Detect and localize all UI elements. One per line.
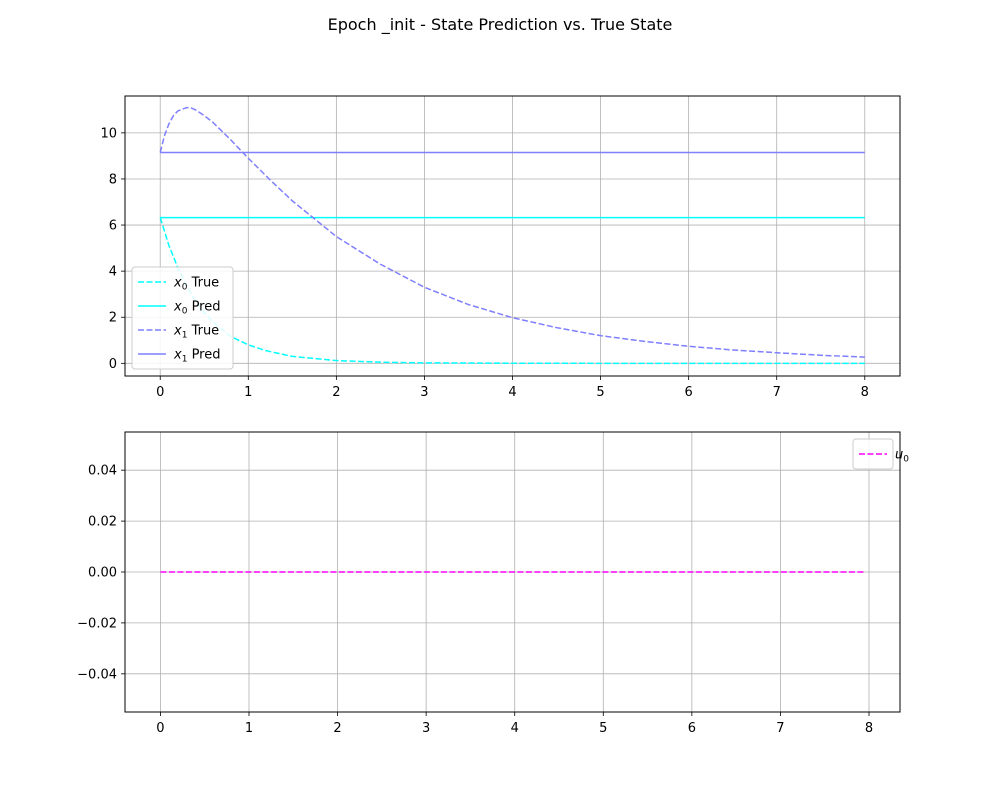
y-tick-label: 0.04 [88, 464, 117, 479]
state-axes: 0 1 2 3 4 5 6 7 8 0 2 4 6 8 10 x0 True x0 Pred x1 True x1… [100, 95, 901, 400]
x-tick-label: 8 [861, 385, 869, 400]
state-legend: x0 True x0 Pred x1 True x1 Pred [131, 266, 234, 370]
x-tick-label: 6 [688, 721, 696, 736]
figure-title: Epoch _init - State Prediction vs. True … [328, 15, 673, 35]
y-tick-label: 0.02 [88, 515, 117, 530]
x-tick-label: 7 [773, 385, 781, 400]
x-tick-label: 7 [776, 721, 784, 736]
y-tick-label: 2 [109, 311, 117, 326]
x-tick-label: 4 [508, 385, 516, 400]
x-tick-label: 6 [684, 385, 692, 400]
x-tick-label: 0 [156, 385, 164, 400]
state-ticks: 0 1 2 3 4 5 6 7 8 0 2 4 6 8 10 [100, 126, 868, 400]
x-tick-label: 5 [596, 385, 604, 400]
y-tick-label: −0.04 [77, 667, 117, 682]
legend-entry: x1 Pred [173, 348, 221, 365]
y-tick-label: 8 [109, 172, 117, 187]
y-tick-label: 0 [109, 357, 117, 372]
y-tick-label: 4 [109, 265, 117, 280]
x-tick-label: 4 [511, 721, 519, 736]
legend-entry: x1 True [173, 324, 219, 341]
y-tick-label: 0.00 [88, 566, 117, 581]
x-tick-label: 0 [156, 721, 164, 736]
y-tick-label: −0.02 [77, 616, 117, 631]
x-tick-label: 1 [245, 721, 253, 736]
series-line-x1true [159, 106, 865, 358]
y-tick-label: 6 [109, 219, 117, 234]
legend-entry: x0 True [173, 276, 219, 293]
x-tick-label: 2 [333, 721, 341, 736]
legend-entry: u0 [895, 448, 909, 465]
x-tick-label: 1 [244, 385, 252, 400]
x-tick-label: 3 [420, 385, 428, 400]
x-tick-label: 2 [332, 385, 340, 400]
x-tick-label: 5 [599, 721, 607, 736]
control-axes: 0 1 2 3 4 5 6 7 8 −0.04 −0.02 0.00 0.02 0.04 u0 [77, 431, 909, 736]
control-ticks: 0 1 2 3 4 5 6 7 8 −0.04 −0.02 0.00 0.02 0.04 [77, 464, 873, 736]
legend-entry: x0 Pred [173, 300, 221, 317]
legend-box [131, 266, 234, 370]
control-legend: u0 [852, 438, 909, 470]
y-tick-label: 10 [100, 126, 117, 141]
x-tick-label: 8 [865, 721, 873, 736]
x-tick-label: 3 [422, 721, 430, 736]
